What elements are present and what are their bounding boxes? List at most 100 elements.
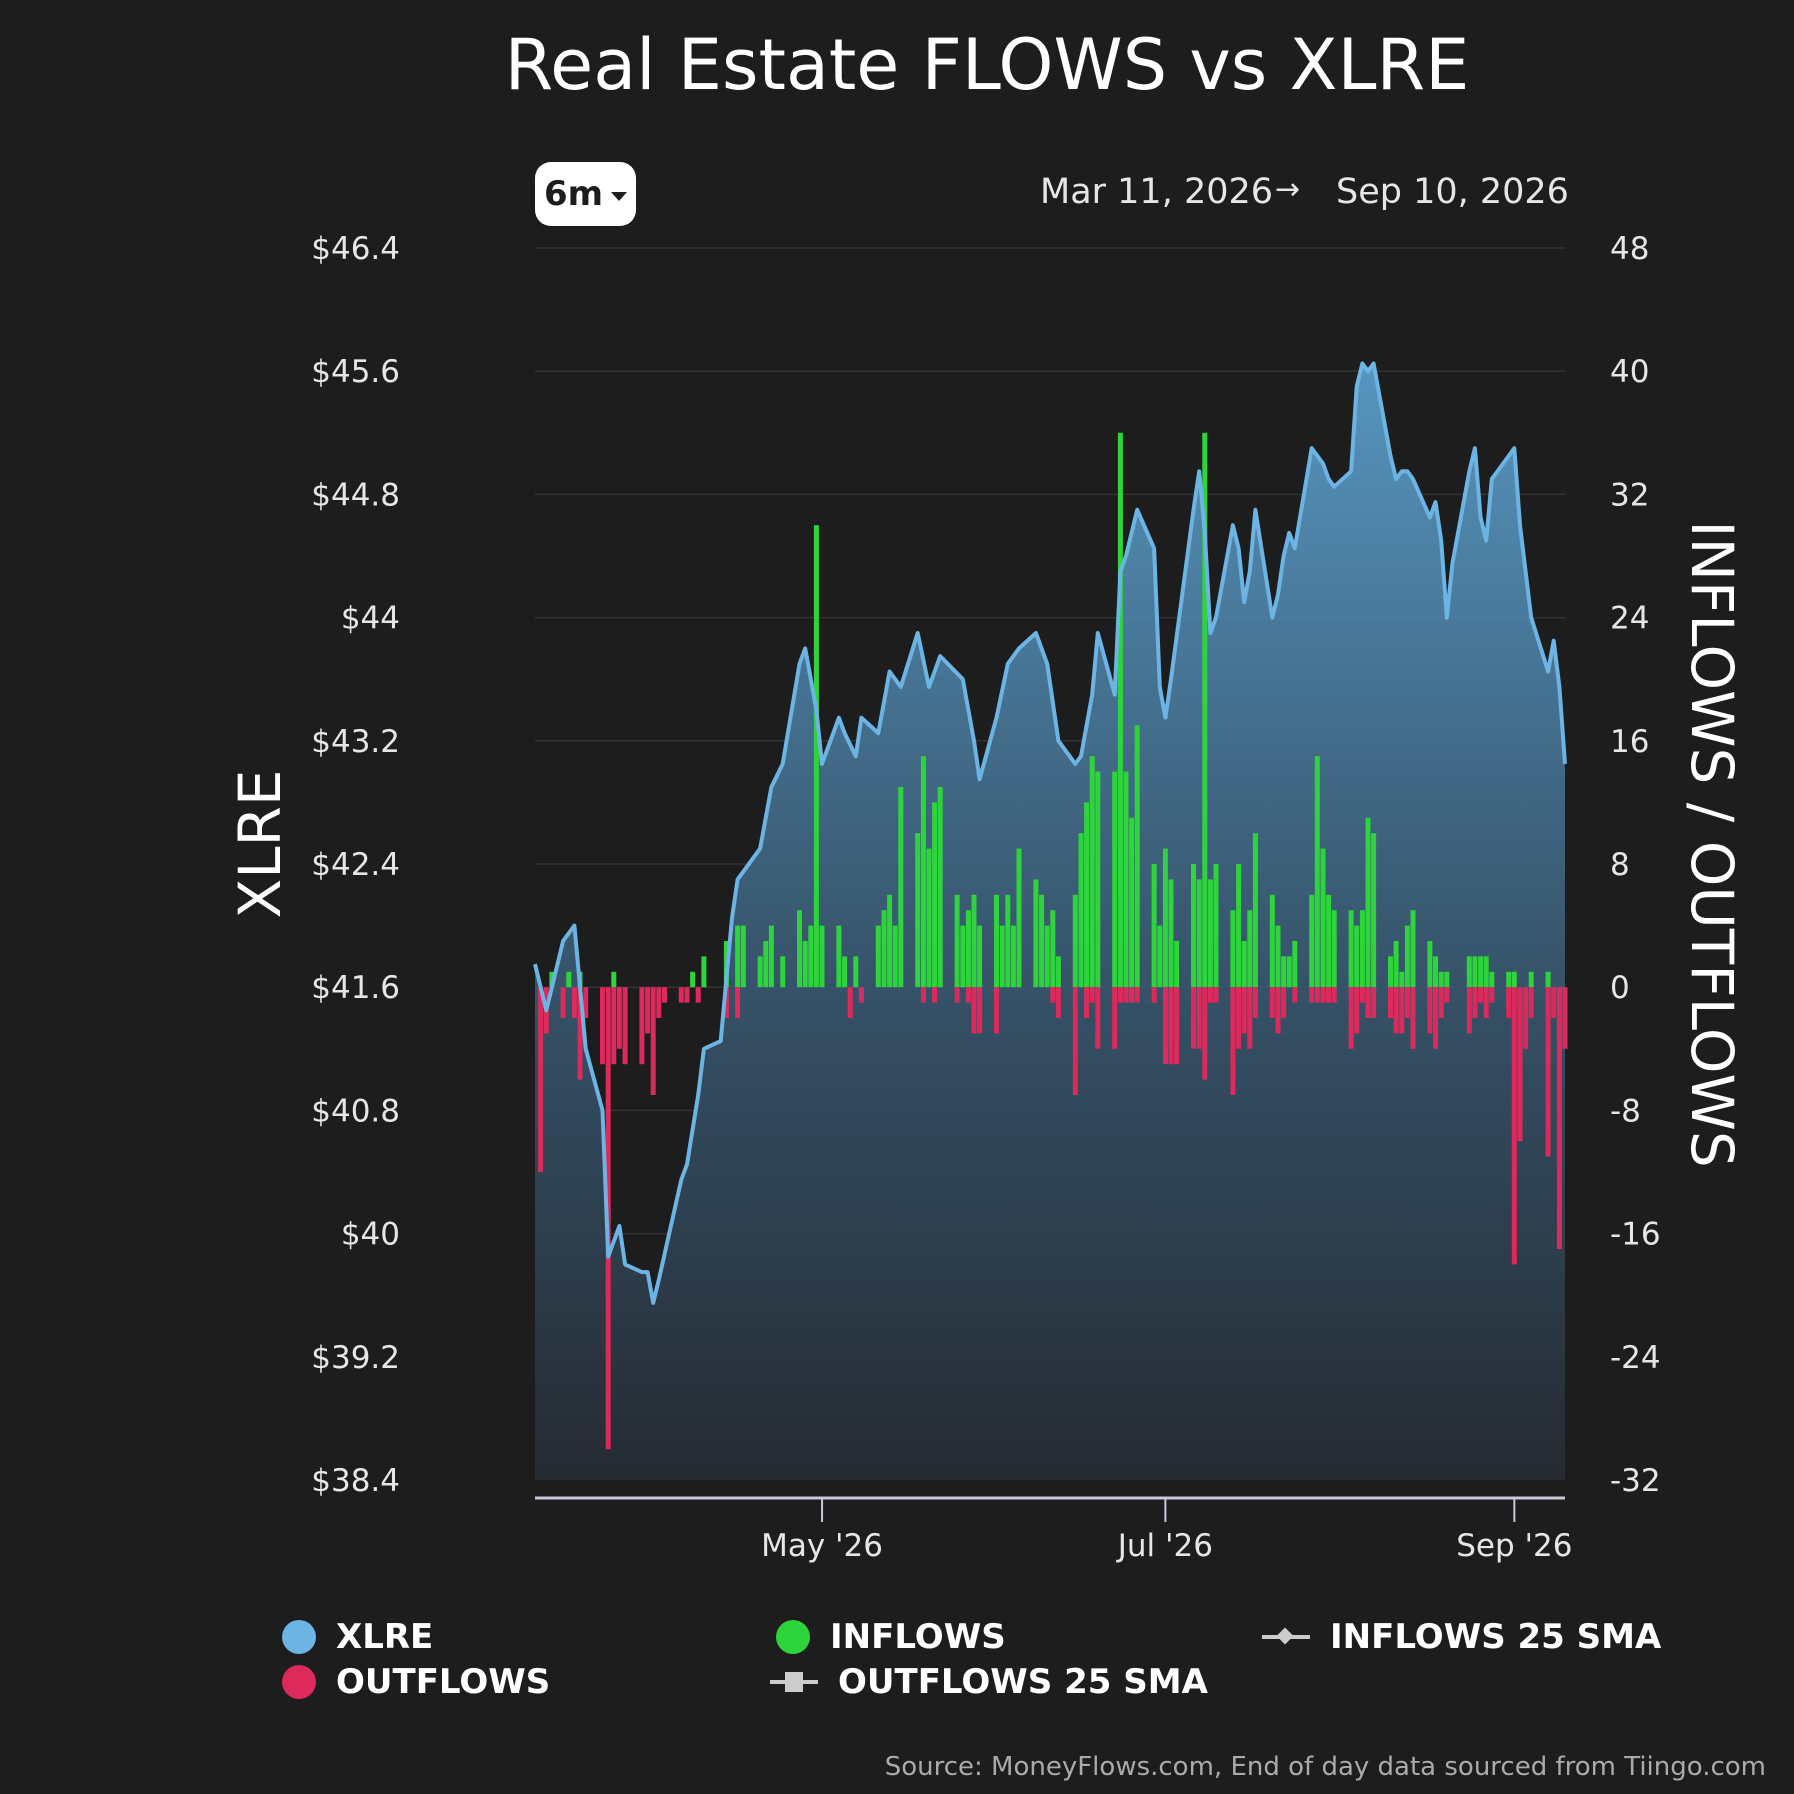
inflow-bar	[802, 941, 808, 988]
inflow-bar	[977, 925, 983, 988]
right-tick-label: 0	[1610, 970, 1630, 1006]
inflow-bar	[1314, 756, 1320, 988]
outflow-bar	[1427, 987, 1433, 1034]
outflow-bar	[1202, 987, 1208, 1080]
x-tick-label: Sep '26	[1456, 1528, 1572, 1564]
legend-xlre[interactable]: XLRE	[282, 1617, 433, 1657]
outflow-bar	[1275, 987, 1281, 1034]
start-date[interactable]: Mar 11, 2026	[1040, 172, 1274, 212]
inflows-legend-dot	[776, 1620, 810, 1654]
outflow-bar	[1129, 987, 1135, 1003]
inflow-bar	[1444, 971, 1450, 988]
outflow-bar	[954, 987, 960, 1003]
inflow-bar	[780, 956, 786, 988]
inflow-bar	[1207, 879, 1213, 988]
legend-inflows-sma-label: INFLOWS 25 SMA	[1330, 1617, 1662, 1657]
end-date[interactable]: Sep 10, 2026	[1336, 172, 1569, 212]
outflow-bar	[994, 987, 999, 1034]
outflow-bar	[1230, 987, 1236, 1095]
outflow-bar	[1478, 987, 1484, 1003]
left-tick-label: $43.2	[311, 724, 400, 760]
inflow-bar	[954, 894, 960, 988]
outflow-bar	[1281, 987, 1287, 1018]
inflow-bar	[566, 971, 572, 988]
inflow-bar	[1483, 956, 1489, 988]
x-tick-label: May '26	[761, 1528, 883, 1564]
legend-outflows[interactable]: OUTFLOWS	[282, 1662, 550, 1702]
inflow-bar	[1241, 941, 1247, 988]
inflow-bar	[813, 525, 819, 988]
inflow-bar	[1286, 956, 1292, 988]
outflow-bar	[1072, 987, 1078, 1095]
inflow-bar	[875, 925, 881, 988]
outflow-bar	[1433, 987, 1438, 1049]
outflow-bar	[656, 987, 662, 1018]
inflow-bar	[1033, 879, 1039, 988]
left-tick-label: $39.2	[311, 1340, 400, 1376]
outflow-bar	[645, 987, 651, 1034]
inflow-bar	[1084, 802, 1090, 988]
legend-inflows[interactable]: INFLOWS	[776, 1617, 1006, 1657]
outflow-bar	[1551, 987, 1557, 1018]
outflow-bar	[678, 987, 684, 1003]
inflow-bar	[881, 910, 887, 988]
outflow-bar	[1252, 987, 1258, 1018]
outflow-bar	[920, 987, 926, 1003]
outflow-bar	[1174, 987, 1180, 1065]
inflow-bar	[1433, 956, 1438, 988]
outflow-bar	[858, 987, 864, 1003]
outflow-bar	[1050, 987, 1056, 1003]
inflow-bar	[1472, 956, 1478, 988]
range-select-button[interactable]: 6m	[535, 162, 636, 226]
inflow-bar	[887, 894, 893, 988]
right-tick-label: -16	[1610, 1217, 1661, 1253]
inflow-bar	[1202, 432, 1208, 988]
inflow-bar	[1005, 894, 1011, 988]
inflow-bar	[853, 956, 859, 988]
outflow-bar	[1354, 987, 1360, 1034]
inflow-bar	[1072, 894, 1078, 988]
outflow-bar	[1309, 987, 1315, 1003]
outflow-bar	[1247, 987, 1253, 1049]
outflow-bar	[965, 987, 971, 1003]
right-tick-label: 48	[1610, 231, 1649, 267]
inflow-bar	[1151, 864, 1157, 988]
outflow-bar	[1348, 987, 1354, 1049]
outflow-bar	[662, 987, 667, 1003]
inflow-bar	[1478, 956, 1484, 988]
outflow-bar	[1055, 987, 1061, 1018]
outflow-bar	[1326, 987, 1332, 1003]
outflow-bar	[538, 987, 544, 1172]
outflow-bar	[1292, 987, 1298, 1003]
outflow-bar	[1365, 987, 1371, 1018]
outflow-bar	[1314, 987, 1320, 1003]
inflow-bar	[690, 971, 696, 988]
right-tick-label: 40	[1610, 354, 1649, 390]
inflow-bar	[915, 833, 921, 988]
inflow-bar	[1039, 894, 1045, 988]
legend-outflows-sma[interactable]: OUTFLOWS 25 SMA	[770, 1662, 1208, 1702]
inflow-bar	[1489, 971, 1495, 988]
inflow-bar	[1168, 879, 1174, 988]
inflow-bar	[898, 787, 904, 988]
outflow-bar	[1168, 987, 1174, 1065]
outflow-bar	[622, 987, 628, 1065]
inflow-bar	[965, 910, 971, 988]
inflow-bar	[1410, 910, 1416, 988]
inflow-bar	[926, 848, 932, 988]
outflow-bar	[1410, 987, 1416, 1049]
outflow-bar	[639, 987, 645, 1065]
inflow-bar	[1354, 925, 1360, 988]
inflow-bar	[1326, 894, 1332, 988]
outflow-bar	[695, 987, 701, 1003]
outflow-bar	[1388, 987, 1393, 1018]
outflow-bar	[1528, 987, 1534, 1018]
outflow-bar	[1399, 987, 1405, 1034]
inflow-bar	[1393, 941, 1399, 988]
outflow-bar	[1320, 987, 1326, 1003]
inflow-bar	[1365, 817, 1371, 988]
right-tick-label: -8	[1610, 1093, 1641, 1129]
legend-inflows-sma[interactable]: INFLOWS 25 SMA	[1262, 1617, 1661, 1657]
outflow-bar	[1466, 987, 1472, 1034]
